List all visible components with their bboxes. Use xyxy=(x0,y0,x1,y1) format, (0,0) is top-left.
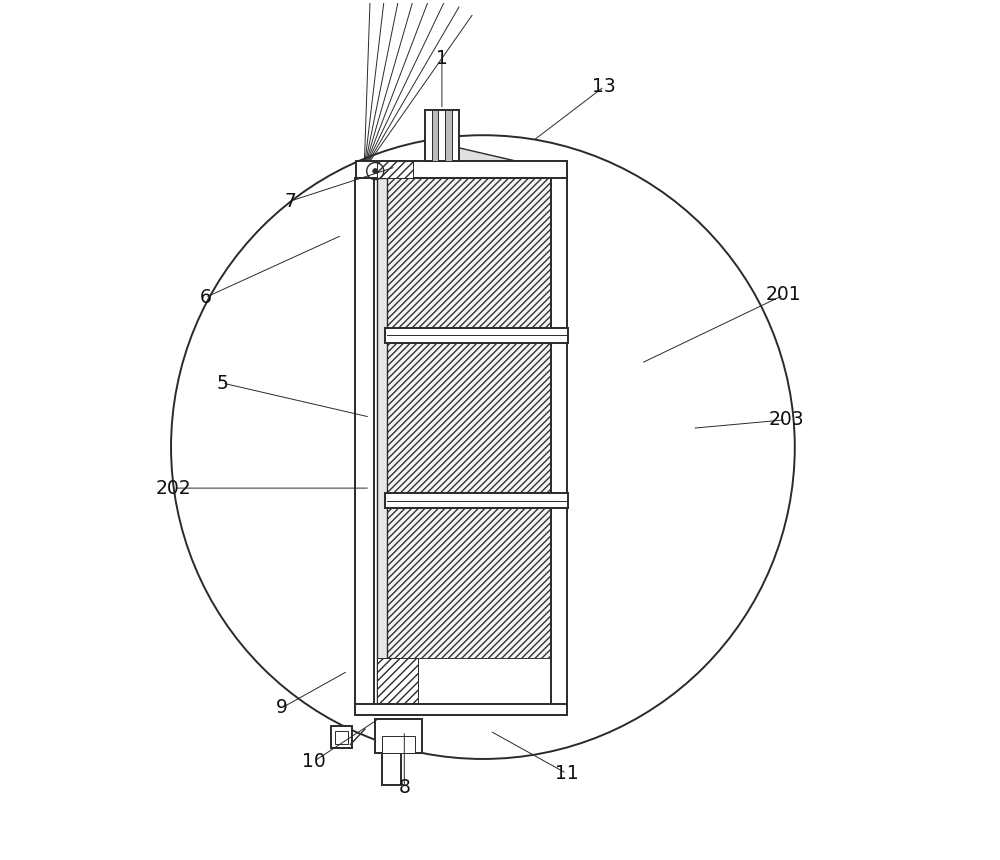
Text: 13: 13 xyxy=(592,77,616,96)
Text: 9: 9 xyxy=(276,698,288,717)
Text: 201: 201 xyxy=(766,286,801,304)
Bar xyxy=(551,169,567,708)
Bar xyxy=(335,731,348,744)
Text: 11: 11 xyxy=(555,764,579,783)
Text: 10: 10 xyxy=(302,752,326,771)
Polygon shape xyxy=(449,145,567,182)
Text: 1: 1 xyxy=(436,49,448,68)
Bar xyxy=(356,161,567,178)
Bar xyxy=(387,178,551,328)
Bar xyxy=(432,109,438,161)
Bar xyxy=(355,704,567,715)
Text: 6: 6 xyxy=(199,288,211,307)
Bar xyxy=(425,109,459,161)
Circle shape xyxy=(373,169,378,174)
Bar xyxy=(382,753,401,785)
Bar xyxy=(377,161,413,178)
Bar xyxy=(445,109,452,161)
Bar xyxy=(385,493,568,508)
Bar xyxy=(377,658,418,708)
Bar xyxy=(387,343,551,493)
Text: 7: 7 xyxy=(285,192,297,211)
Text: 203: 203 xyxy=(768,410,804,429)
Bar xyxy=(355,178,374,708)
Bar xyxy=(375,719,422,753)
Bar xyxy=(331,727,352,748)
Text: 202: 202 xyxy=(156,479,191,498)
Bar xyxy=(385,328,568,343)
Bar xyxy=(377,178,387,708)
Text: 8: 8 xyxy=(398,777,410,796)
Bar xyxy=(387,508,551,658)
Text: 5: 5 xyxy=(216,373,228,392)
Bar xyxy=(382,736,415,753)
